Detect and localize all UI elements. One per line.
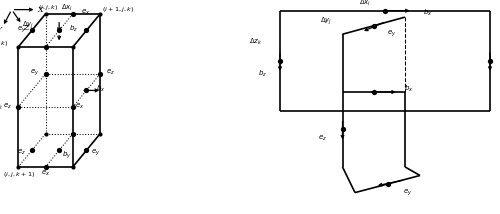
Text: $e_z$: $e_z$ [318,134,327,143]
Text: $(i+1, j, k)$: $(i+1, j, k)$ [102,5,134,14]
Text: $e_x$: $e_x$ [74,101,84,110]
Text: $e_y$: $e_y$ [386,29,396,40]
Text: $b_x$: $b_x$ [404,84,413,94]
Text: $e_z$: $e_z$ [4,101,13,110]
Text: $e_z$: $e_z$ [17,148,26,157]
Text: $b_z$: $b_z$ [258,69,267,79]
Text: Y: Y [0,26,2,34]
Text: $b_x$: $b_x$ [96,84,106,94]
Text: $\Delta x_i$: $\Delta x_i$ [359,0,371,8]
Text: $e_x$: $e_x$ [81,8,90,17]
Text: $b_y$: $b_y$ [62,150,72,161]
Text: $e_y$: $e_y$ [17,24,26,35]
Text: $e_y$: $e_y$ [30,67,40,78]
Text: $\Delta z_k$: $\Delta z_k$ [249,37,262,47]
Text: $e_z$: $e_z$ [106,68,115,77]
Text: Z: Z [24,24,28,32]
Text: $\Delta y_j$: $\Delta y_j$ [320,16,332,27]
Text: $e_y$: $e_y$ [403,187,412,198]
Text: X: X [38,6,43,14]
Text: $b_x$: $b_x$ [423,8,432,18]
Text: $(i, j, k+1)$: $(i, j, k+1)$ [4,170,35,179]
Text: $e_y$: $e_y$ [91,147,100,158]
Text: $(i, j, k)$: $(i, j, k)$ [38,3,58,12]
Text: $\Delta x_i$: $\Delta x_i$ [62,2,74,13]
Text: $\Delta y_j$: $\Delta y_j$ [22,19,34,31]
Text: $\Delta z_k$: $\Delta z_k$ [0,102,4,112]
Text: $(i, j+1, k)$: $(i, j+1, k)$ [0,39,8,48]
Text: $e_x$: $e_x$ [41,169,50,178]
Text: $b_z$: $b_z$ [69,24,78,34]
